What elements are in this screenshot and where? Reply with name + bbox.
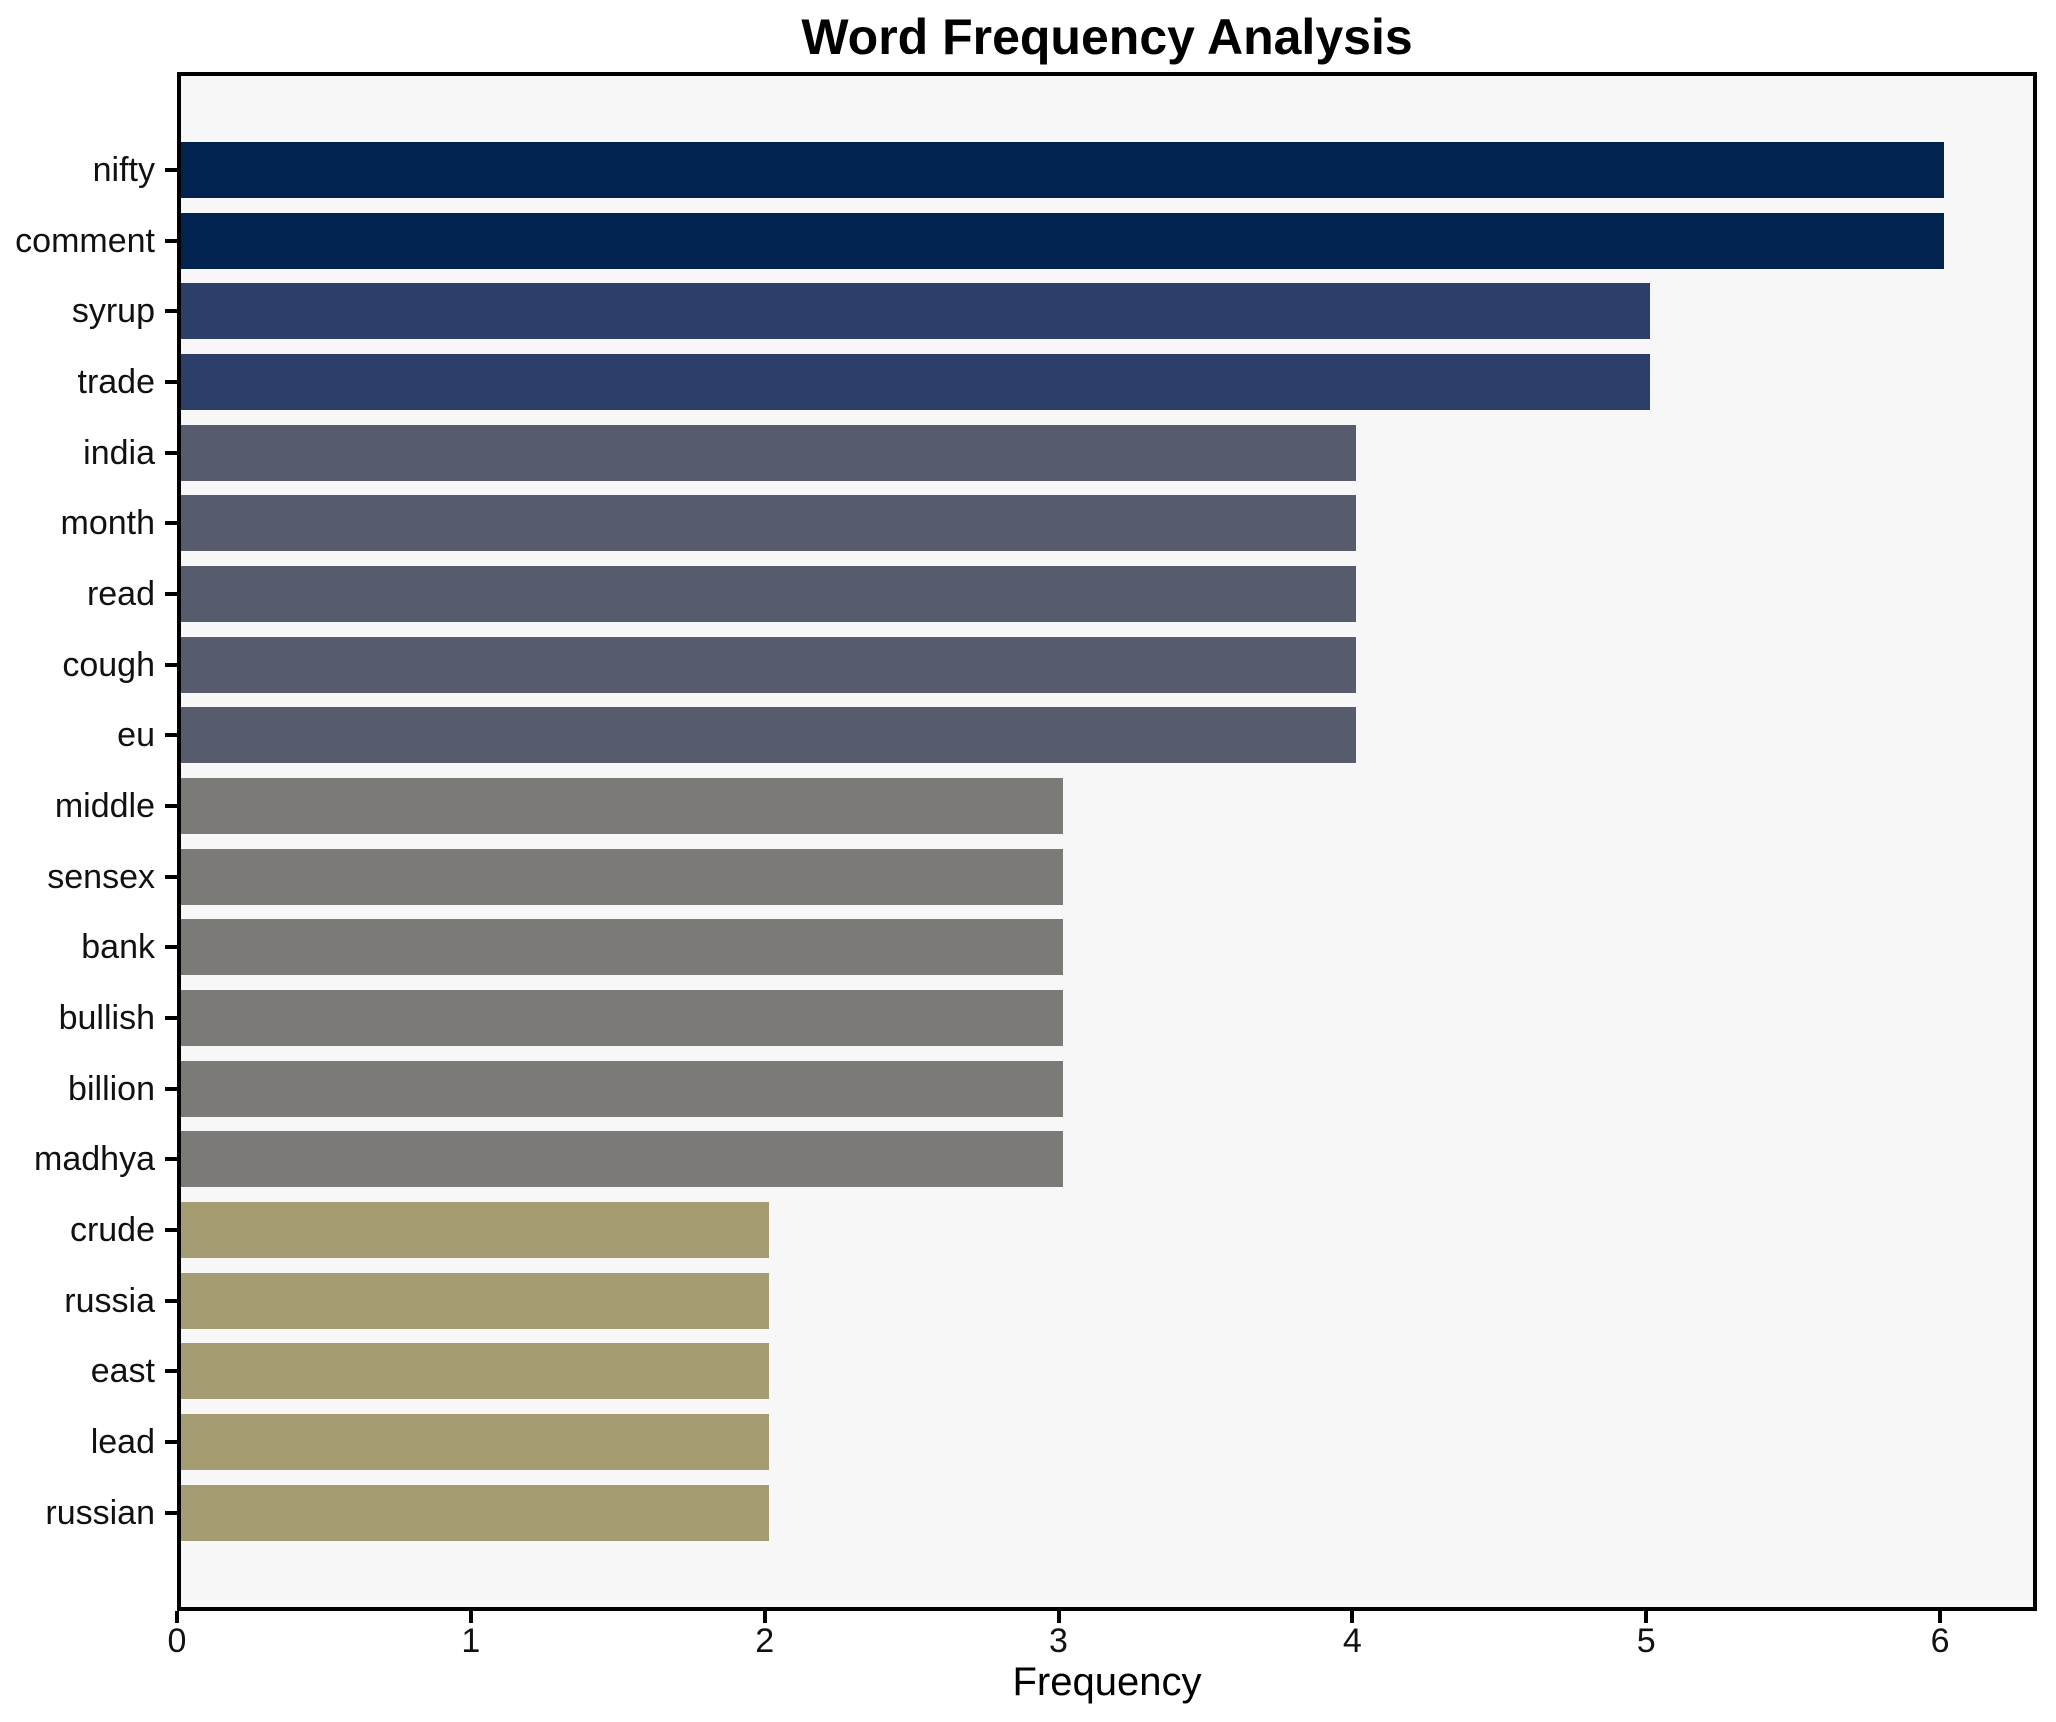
bar-lead xyxy=(181,1413,769,1470)
y-tick-label-eu: eu xyxy=(117,716,155,755)
y-tick-label-crude: crude xyxy=(69,1210,155,1249)
bar-russian xyxy=(181,1484,769,1541)
y-tick-mark xyxy=(165,874,177,879)
y-tick-label-middle: middle xyxy=(54,786,155,825)
bar-madhya xyxy=(181,1131,1063,1188)
y-tick-mark xyxy=(165,803,177,808)
y-tick-mark xyxy=(165,238,177,243)
y-tick-mark xyxy=(165,379,177,384)
bar-sensex xyxy=(181,848,1063,905)
y-tick-label-russia: russia xyxy=(64,1281,155,1320)
plot-area xyxy=(177,72,2037,1611)
x-tick-mark xyxy=(1350,1611,1355,1623)
x-axis-title: Frequency xyxy=(1012,1660,1202,1704)
bar-billion xyxy=(181,1060,1063,1117)
y-tick-label-russian: russian xyxy=(45,1493,155,1532)
y-tick-label-trade: trade xyxy=(77,362,156,401)
bar-russia xyxy=(181,1272,769,1329)
y-tick-label-billion: billion xyxy=(68,1069,155,1108)
bar-middle xyxy=(181,777,1063,834)
x-tick-label-3: 3 xyxy=(1049,1622,1068,1660)
x-tick-label-5: 5 xyxy=(1636,1622,1656,1660)
bar-east xyxy=(181,1343,769,1400)
y-tick-mark xyxy=(165,450,177,455)
bar-cough xyxy=(181,636,1357,693)
y-tick-label-comment: comment xyxy=(15,221,155,260)
x-tick-label-6: 6 xyxy=(1930,1622,1950,1660)
x-tick-label-1: 1 xyxy=(461,1622,481,1660)
y-tick-mark xyxy=(165,1298,177,1303)
bar-trade xyxy=(181,353,1651,410)
x-tick-mark xyxy=(1056,1611,1061,1623)
bar-month xyxy=(181,495,1357,552)
y-tick-mark xyxy=(165,168,177,172)
y-tick-mark xyxy=(165,662,177,667)
y-tick-mark xyxy=(165,521,177,526)
y-tick-mark xyxy=(165,1369,177,1374)
bar-crude xyxy=(181,1201,769,1258)
x-tick-mark xyxy=(468,1611,473,1623)
y-tick-label-cough: cough xyxy=(62,645,155,684)
x-tick-mark xyxy=(175,1611,179,1623)
y-tick-mark xyxy=(165,1510,177,1515)
bar-syrup xyxy=(181,283,1651,340)
y-tick-label-sensex: sensex xyxy=(47,857,155,896)
y-tick-label-month: month xyxy=(60,504,156,543)
bar-india xyxy=(181,424,1357,481)
bar-bank xyxy=(181,919,1063,976)
chart-title: Word Frequency Analysis xyxy=(801,9,1413,65)
y-tick-label-east: east xyxy=(90,1352,155,1391)
y-tick-label-bullish: bullish xyxy=(58,998,155,1037)
x-tick-mark xyxy=(762,1611,767,1623)
y-tick-mark xyxy=(165,591,177,596)
y-tick-mark xyxy=(165,1086,177,1091)
y-tick-mark xyxy=(165,945,177,950)
bar-read xyxy=(181,565,1357,622)
bar-eu xyxy=(181,707,1357,764)
x-tick-mark xyxy=(1644,1611,1649,1623)
y-tick-mark xyxy=(165,309,177,314)
y-tick-mark xyxy=(165,1157,177,1162)
y-tick-label-read: read xyxy=(86,574,155,613)
y-tick-mark xyxy=(165,1015,177,1020)
y-tick-label-bank: bank xyxy=(81,928,155,967)
y-tick-label-syrup: syrup xyxy=(71,292,155,331)
y-tick-label-lead: lead xyxy=(90,1422,155,1461)
x-tick-label-0: 0 xyxy=(167,1622,187,1660)
x-tick-mark xyxy=(1938,1611,1943,1623)
y-tick-label-nifty: nifty xyxy=(92,151,155,189)
y-tick-label-india: india xyxy=(83,433,155,472)
y-tick-mark xyxy=(165,733,177,738)
x-tick-label-2: 2 xyxy=(755,1622,775,1660)
bar-nifty xyxy=(181,142,1945,198)
y-tick-label-madhya: madhya xyxy=(34,1140,155,1179)
y-tick-mark xyxy=(165,1439,177,1444)
bar-comment xyxy=(181,212,1945,269)
x-tick-label-4: 4 xyxy=(1342,1622,1362,1660)
bar-bullish xyxy=(181,989,1063,1046)
y-tick-mark xyxy=(165,1227,177,1232)
